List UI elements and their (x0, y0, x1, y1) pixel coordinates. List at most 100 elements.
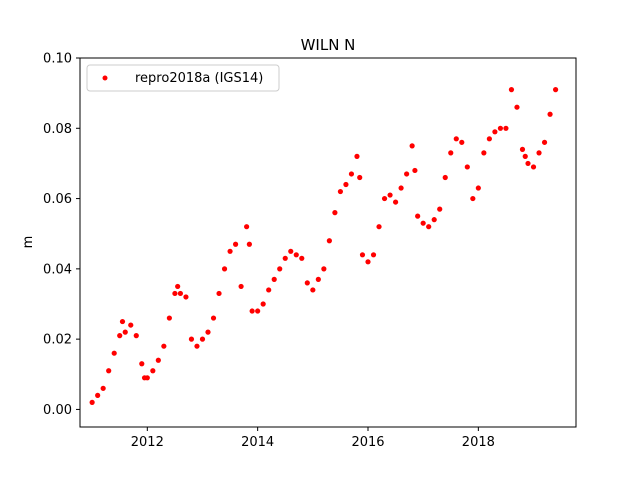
data-point (398, 185, 404, 191)
x-tick-label: 2012 (131, 435, 164, 450)
data-point (194, 343, 200, 349)
data-point (227, 248, 233, 254)
x-tick-label: 2014 (241, 435, 274, 450)
legend-label: repro2018a (IGS14) (135, 71, 263, 86)
data-point (354, 153, 360, 159)
data-point (288, 248, 294, 254)
data-point (119, 318, 126, 325)
data-point (100, 385, 106, 391)
data-point (343, 181, 349, 188)
data-point (232, 241, 239, 247)
data-point (547, 111, 553, 117)
data-point (514, 104, 520, 110)
x-axis-ticks: 2012 2014 2016 2018 (131, 427, 495, 450)
data-point (238, 283, 244, 290)
data-point (246, 241, 252, 247)
data-point (172, 290, 178, 297)
y-tick-label: 0.02 (43, 333, 72, 348)
data-point (431, 217, 437, 223)
y-tick-label: 0.00 (43, 403, 72, 418)
data-point (216, 290, 222, 297)
data-point (530, 164, 537, 170)
y-axis-ticks: 0.00 0.02 0.04 0.06 0.08 0.10 (43, 52, 80, 418)
data-point (365, 259, 371, 265)
data-point (359, 252, 366, 258)
data-point (177, 290, 184, 297)
data-point (282, 255, 288, 261)
data-point (205, 329, 211, 335)
legend: repro2018a (IGS14) (86, 64, 280, 92)
data-points (89, 87, 559, 405)
data-point (95, 392, 101, 398)
y-tick-label: 0.10 (43, 52, 72, 67)
data-point (150, 368, 156, 374)
data-point (255, 308, 261, 314)
data-point (89, 399, 95, 405)
data-point (326, 238, 332, 244)
data-point (277, 266, 283, 272)
data-point (188, 336, 195, 342)
data-point (404, 171, 410, 177)
data-point (503, 125, 509, 131)
data-point (420, 220, 426, 226)
data-point (453, 136, 459, 142)
data-point (144, 375, 150, 381)
x-tick-label: 2016 (351, 435, 384, 450)
data-point (381, 195, 388, 202)
data-point (508, 87, 515, 93)
data-point (525, 160, 531, 167)
data-point (464, 164, 470, 170)
data-point (183, 294, 189, 300)
data-point (541, 139, 548, 145)
data-point (199, 336, 206, 342)
legend-box (86, 64, 280, 92)
x-tick-label: 2018 (462, 435, 495, 450)
data-point (536, 150, 542, 156)
data-point (161, 343, 167, 349)
data-point (357, 174, 363, 181)
data-point (310, 287, 316, 293)
data-point (409, 143, 415, 149)
y-axis-label: m (21, 236, 36, 249)
data-point (111, 350, 117, 356)
data-point (155, 357, 161, 363)
data-point (128, 322, 134, 328)
data-point (299, 255, 305, 261)
data-point (315, 276, 321, 282)
data-point (348, 171, 355, 177)
data-point (293, 252, 299, 258)
data-point (392, 199, 399, 205)
data-point (266, 287, 272, 293)
data-point (244, 224, 250, 230)
data-point (221, 266, 228, 272)
data-point (492, 129, 498, 135)
data-point (497, 125, 504, 131)
data-point (519, 146, 526, 152)
data-point (133, 333, 139, 339)
data-point (415, 213, 421, 219)
data-point (321, 266, 327, 272)
data-point (332, 210, 338, 216)
y-tick-label: 0.06 (43, 192, 72, 207)
plot-frame (79, 57, 577, 428)
data-point (210, 315, 217, 321)
data-point (175, 283, 181, 290)
chart-title: WILN N (301, 36, 356, 54)
data-point (304, 280, 310, 286)
data-point (412, 167, 418, 174)
data-point (122, 329, 128, 335)
data-point (376, 224, 382, 230)
data-point (370, 252, 377, 258)
legend-marker (102, 75, 108, 81)
data-point (442, 174, 448, 181)
data-point (426, 224, 432, 230)
y-tick-label: 0.08 (43, 122, 72, 137)
data-point (139, 361, 145, 367)
data-point (522, 153, 528, 159)
data-point (387, 192, 393, 198)
data-point (271, 276, 277, 282)
data-point (459, 139, 465, 145)
data-point (475, 185, 481, 191)
data-point (260, 301, 266, 307)
